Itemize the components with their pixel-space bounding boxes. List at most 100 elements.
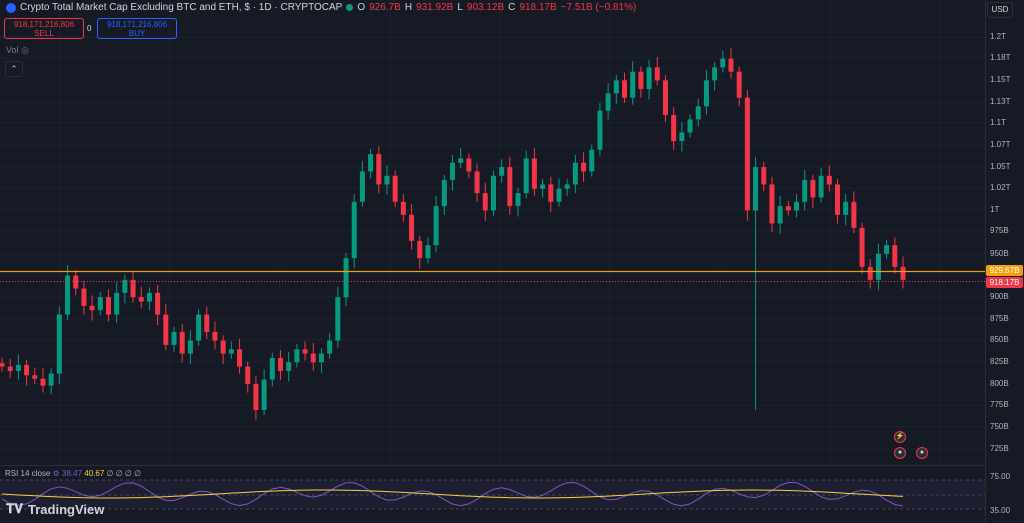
last-price-badge: 918.17B [986,277,1023,288]
volume-label: Vol [6,45,19,55]
low-label: L [457,2,463,13]
rsi-plot [0,479,985,510]
candle-body [802,180,808,202]
event-lightning-icon[interactable]: ⚡ [894,431,906,443]
candle-body [40,378,46,386]
rsi-empty-values: ∅ ∅ ∅ ∅ [106,469,142,478]
collapse-legend-button[interactable]: ⌃ [5,61,23,77]
price-tick-label: 900B [990,292,1009,301]
candle-body [671,115,677,142]
rsi-legend[interactable]: RSI 14 close ⚙ 38.47 40.67 ∅ ∅ ∅ ∅ [5,469,141,478]
candle-body [736,71,742,98]
candle-body [507,167,513,207]
candle-body [687,119,693,133]
change-value: −7.51B (−0.81%) [560,2,637,13]
candle-body [138,297,144,302]
candle-body [327,340,333,354]
price-tick-label: 950B [990,249,1009,258]
low-value: 903.12B [466,2,505,13]
price-tick-label: 775B [990,400,1009,409]
event-flag-icon[interactable]: ● [916,447,928,459]
rsi-settings-icon[interactable]: ⚙ [52,469,60,478]
rsi-axis-bottom: 35.00 [990,506,1011,515]
candle-body [572,162,578,185]
candle-body [450,162,455,181]
candle-body [56,314,62,374]
price-tick-label: 975B [990,226,1009,235]
price-chart[interactable] [0,0,985,465]
candle-body [105,297,111,315]
candle-body [851,201,857,228]
alert-price-badge: 929.67B [986,265,1023,276]
candle-body [237,349,243,367]
price-tick-label: 725B [990,444,1009,453]
candle-body [564,184,570,189]
candle-body [163,314,169,345]
eye-icon[interactable]: ◎ [21,45,29,55]
price-tick-label: 1.05T [990,162,1011,171]
candle-body [294,349,300,363]
candle-body [97,297,103,311]
rsi-line [1,481,904,507]
candle-body [589,149,595,172]
candle-body [646,67,652,90]
candle-body [638,71,644,90]
candle-body [458,158,464,163]
candle-body [81,288,87,306]
price-tick-label: 1.13T [990,97,1011,106]
candle-body [556,188,562,202]
volume-legend[interactable]: Vol ◎ [6,45,29,56]
price-axis[interactable] [985,0,1024,522]
price-tick-label: 800B [990,379,1009,388]
candle-body [695,106,701,120]
price-tick-label: 1.18T [990,53,1011,62]
price-tick-label: 875B [990,314,1009,323]
candle-body [351,201,357,259]
candle-body [769,184,775,224]
sell-button[interactable]: 918,171,216,806 SELL [4,18,84,39]
close-value: 918.17B [519,2,557,13]
candle-body [220,340,226,354]
candle-body [179,331,185,354]
candle-body [65,275,71,315]
candle-body [605,93,611,111]
candle-body [859,227,865,267]
tradingview-logo-icon: 𝐓𝐕 [6,501,23,516]
candle-body [261,379,267,410]
price-tick-label: 850B [990,335,1009,344]
rsi-ma-value: 40.67 [84,469,105,478]
high-value: 931.92B [416,2,454,13]
chart-header: Crypto Total Market Cap Excluding BTC an… [6,2,636,13]
candle-body [425,245,431,259]
price-tick-label: 825B [990,357,1009,366]
buy-price: 918,171,216,806 [106,20,168,29]
high-label: H [404,2,413,13]
rsi-value: 38.47 [62,469,83,478]
candle-body [867,266,873,280]
candle-body [818,175,824,198]
tradingview-logo[interactable]: 𝐓𝐕 TradingView [6,501,104,517]
candle-body [146,292,152,302]
event-flag-icon[interactable]: ● [894,447,906,459]
candle-body [531,158,537,189]
candle-body [15,364,21,371]
spread-value: 0 [87,24,92,33]
candle-body [548,184,554,202]
buy-button[interactable]: 918,171,216,806 BUY [97,18,177,39]
price-tick-label: 1T [990,205,1000,214]
currency-button[interactable]: USD [987,2,1013,18]
candle-body [359,171,365,202]
candle-body [523,158,529,194]
rsi-band [0,480,985,509]
candle-body [130,279,136,298]
candle-body [417,240,423,259]
candle-body [720,58,726,68]
symbol-title[interactable]: Crypto Total Market Cap Excluding BTC an… [20,2,343,13]
candle-body [441,180,447,207]
open-value: 926.7B [369,2,401,13]
candlestick-plot[interactable] [0,0,985,465]
candle-body [843,201,849,215]
rsi-pane[interactable] [0,465,985,523]
candle-body [622,80,628,98]
rsi-axis-top: 75.00 [990,472,1011,481]
